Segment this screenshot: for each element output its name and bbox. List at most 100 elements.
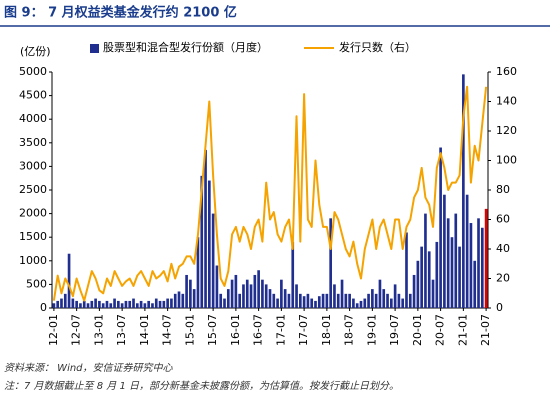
bar xyxy=(473,260,477,308)
x-tick-label: 17-01 xyxy=(274,314,287,346)
y2-tick-label: 40 xyxy=(496,242,510,255)
x-tick-label: 15-01 xyxy=(183,314,196,346)
bar xyxy=(230,279,234,308)
bar xyxy=(147,300,151,308)
y2-tick-label: 120 xyxy=(496,124,517,137)
bar xyxy=(465,194,469,308)
bar xyxy=(128,300,132,308)
y2-tick-label: 100 xyxy=(496,154,517,167)
bar xyxy=(82,300,86,308)
bar xyxy=(378,279,382,308)
bar xyxy=(371,289,374,308)
y-tick-label: 500 xyxy=(26,277,47,290)
y-tick-label: 2000 xyxy=(19,207,47,220)
bar xyxy=(113,298,116,308)
bar xyxy=(132,298,135,308)
bar xyxy=(329,218,332,308)
x-tick-label: 21-07 xyxy=(479,314,492,346)
legend-label: 发行只数（右） xyxy=(339,40,416,54)
bar xyxy=(355,303,359,308)
bar xyxy=(101,303,105,308)
y-tick-label: 5000 xyxy=(19,65,47,78)
bar xyxy=(287,293,291,308)
bar xyxy=(363,298,367,308)
bar xyxy=(189,279,192,308)
bar xyxy=(325,293,329,308)
bar xyxy=(272,293,276,308)
bar xyxy=(389,298,393,308)
bar xyxy=(52,303,56,308)
source: 资料来源： Wind，安信证券研究中心 xyxy=(4,362,174,374)
y-tick-label: 4000 xyxy=(19,112,47,125)
x-tick-label: 20-01 xyxy=(411,314,424,346)
bar xyxy=(382,289,386,308)
x-tick-label: 13-07 xyxy=(115,314,128,346)
bar xyxy=(117,300,120,308)
bar xyxy=(185,274,188,308)
bar xyxy=(336,293,340,308)
y2-tick-label: 140 xyxy=(496,95,517,108)
bar xyxy=(94,298,97,308)
bar xyxy=(439,147,442,308)
bar xyxy=(261,279,264,308)
y-tick-label: 4500 xyxy=(19,89,47,102)
bar xyxy=(242,284,245,308)
x-tick-label: 13-01 xyxy=(92,314,105,346)
bar xyxy=(192,289,196,308)
bar xyxy=(302,296,306,308)
bar xyxy=(408,293,412,308)
bar xyxy=(67,253,71,308)
bar xyxy=(135,303,139,308)
bar xyxy=(393,284,397,308)
bar xyxy=(306,293,310,308)
bar xyxy=(154,298,158,308)
bar xyxy=(226,289,230,308)
bar xyxy=(317,296,321,308)
line xyxy=(52,85,488,302)
bar xyxy=(98,300,101,308)
bar xyxy=(340,279,344,308)
bar xyxy=(359,300,363,308)
bar xyxy=(374,293,378,308)
bar xyxy=(264,284,268,308)
bar xyxy=(348,293,351,308)
bar xyxy=(63,293,67,308)
bar xyxy=(105,300,109,308)
bar xyxy=(173,293,177,308)
bar xyxy=(427,251,431,308)
bar xyxy=(446,218,450,308)
y-axis-label: (亿份) xyxy=(20,45,51,58)
x-tick-label: 19-01 xyxy=(365,314,378,346)
bar xyxy=(177,291,181,308)
x-tick-label: 16-01 xyxy=(229,314,242,346)
x-tick-label: 14-07 xyxy=(161,314,174,346)
bar xyxy=(386,293,389,308)
bar xyxy=(276,298,279,308)
bar xyxy=(245,279,249,308)
bar xyxy=(79,303,82,308)
bar xyxy=(90,300,94,308)
bar xyxy=(344,293,348,308)
x-tick-label: 16-07 xyxy=(252,314,265,346)
bar xyxy=(249,284,253,308)
y2-tick-label: 20 xyxy=(496,272,510,285)
bar xyxy=(480,227,484,308)
bar xyxy=(435,241,439,308)
bar xyxy=(416,260,420,308)
x-tick-label: 21-01 xyxy=(456,314,469,346)
bar xyxy=(477,218,480,308)
note: 注：7 月数据截止至 8 月 1 日，部分新基金未披露份额，为估算值。按发行截止… xyxy=(4,380,399,392)
bar xyxy=(280,279,283,308)
legend-label: 股票型和混合型发行份额（月度） xyxy=(103,40,268,54)
bar xyxy=(143,303,147,308)
y-tick-label: 3000 xyxy=(19,159,47,172)
bar xyxy=(238,293,241,308)
x-tick-label: 20-07 xyxy=(434,314,447,346)
bar xyxy=(450,237,454,308)
legend-swatch xyxy=(90,44,99,53)
bar xyxy=(367,293,370,308)
bar xyxy=(431,279,435,308)
bar xyxy=(151,303,154,308)
bar xyxy=(454,213,458,308)
